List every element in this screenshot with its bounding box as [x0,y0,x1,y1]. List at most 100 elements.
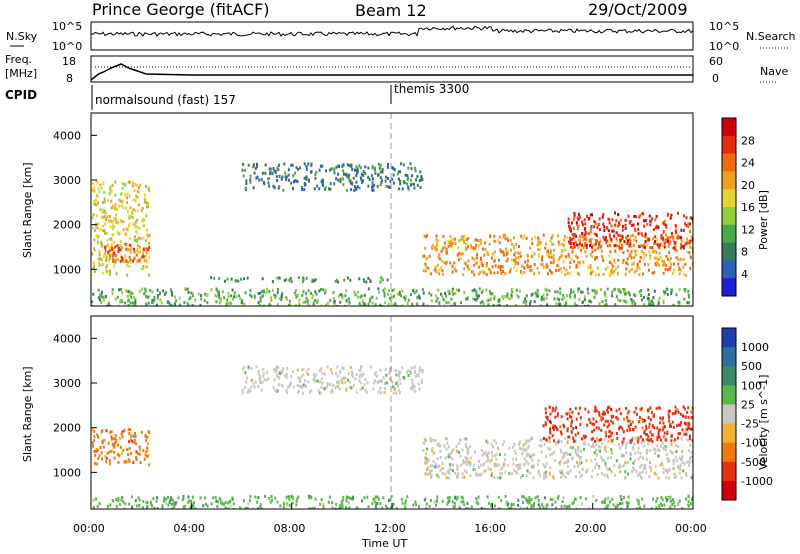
data-cell [361,180,364,184]
data-cell [147,295,150,299]
data-cell [378,162,380,166]
data-cell [688,251,691,255]
data-cell [670,499,673,503]
data-cell [540,297,543,301]
data-cell [581,232,584,235]
data-cell [393,294,395,298]
data-cell [676,236,679,240]
data-cell [472,270,475,274]
data-cell [247,502,250,506]
data-cell [615,295,618,299]
data-cell [348,164,351,168]
data-cell [665,254,668,258]
data-cell [367,505,370,509]
data-cell [575,507,578,509]
data-cell [420,176,423,180]
data-cell [268,290,271,293]
data-cell [466,297,469,301]
x-tick-label: 12:00 [374,522,406,535]
data-cell [664,268,667,271]
data-cell [573,244,576,248]
data-cell [346,163,349,167]
data-cell [159,298,162,302]
data-cell [428,291,431,295]
data-cell [140,209,143,213]
data-cell [336,374,339,378]
data-cell [679,463,682,467]
data-cell [583,233,586,237]
data-cell [115,440,118,444]
data-cell [577,246,580,250]
data-cell [118,454,121,458]
data-cell [313,375,316,379]
data-cell [603,229,606,233]
data-cell [690,235,693,239]
data-cell [554,408,557,412]
data-cell [422,441,425,445]
data-cell [682,405,685,409]
data-cell [602,272,605,276]
data-cell [192,294,194,298]
data-cell [446,249,448,253]
data-cell [485,460,488,464]
data-cell [662,263,665,267]
data-cell [364,172,367,176]
data-cell [646,433,649,437]
data-cell [138,452,141,456]
data-cell [350,165,353,169]
data-cell [378,290,381,294]
data-cell [685,273,688,277]
data-cell [379,368,382,372]
data-cell [522,300,525,304]
data-cell [475,298,478,302]
data-cell [362,173,365,177]
data-cell [621,246,623,250]
y-tick-label: 2000 [53,219,81,232]
data-cell [664,291,667,294]
data-cell [244,186,247,190]
data-cell [311,280,314,283]
data-cell [678,266,681,270]
data-cell [644,464,647,468]
data-cell [678,301,681,305]
data-cell [573,302,576,306]
data-cell [686,250,689,254]
data-cell [392,181,395,185]
data-cell [168,301,171,305]
data-cell [549,453,552,457]
noise-panel: N.Sky 10^5 10^0 10^5 10^0 N.Search [6,20,796,53]
data-cell [245,380,248,384]
data-cell [567,217,570,221]
data-cell [98,257,101,261]
data-cell [579,416,582,420]
data-cell [570,457,573,461]
data-cell [619,446,622,450]
data-cell [590,271,593,275]
data-cell [600,418,603,422]
data-cell [513,507,516,509]
data-cell [108,271,111,275]
data-cell [268,167,271,171]
data-cell [602,235,605,239]
data-cell [650,469,653,473]
data-cell [510,295,513,299]
data-cell [503,253,506,257]
data-cell [579,248,582,252]
data-cell [581,468,584,472]
data-cell [648,268,650,272]
data-cell [569,242,572,245]
data-cell [612,264,615,268]
data-cell [291,163,294,167]
data-cell [413,182,415,186]
data-cell [262,181,265,184]
data-cell [675,450,678,453]
data-cell [133,238,136,242]
data-cell [487,267,490,271]
data-cell [123,507,126,509]
data-cell [135,442,138,446]
data-cell [430,473,433,477]
data-cell [462,273,465,277]
data-cell [379,304,382,306]
data-cell [400,497,403,501]
data-cell [524,260,527,264]
